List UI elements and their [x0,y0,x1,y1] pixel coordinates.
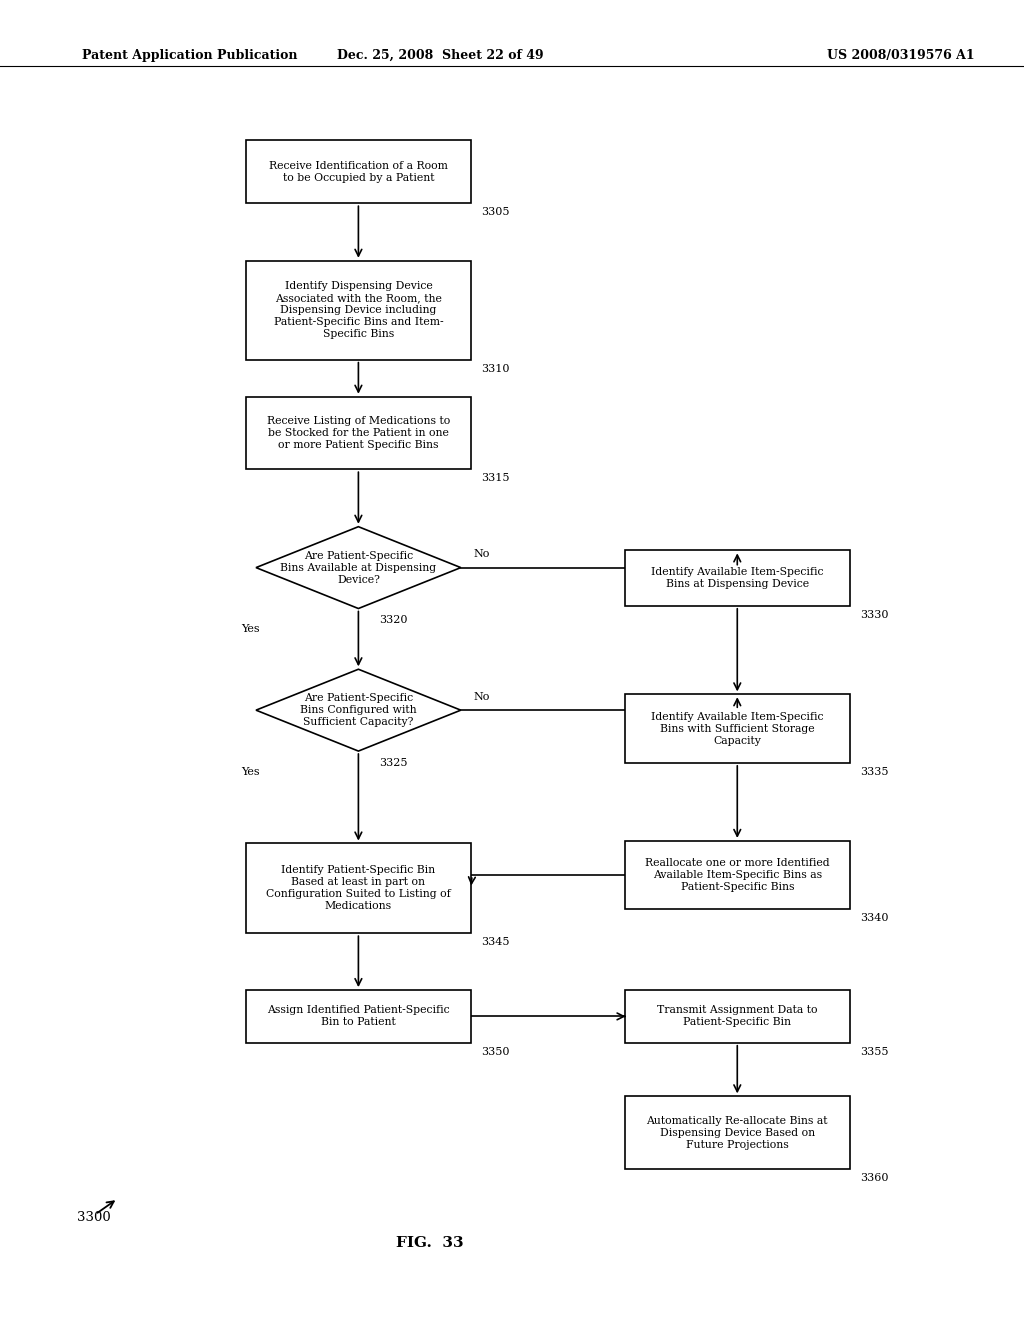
Text: 3335: 3335 [860,767,889,777]
Text: No: No [473,692,489,702]
Text: 3315: 3315 [481,473,510,483]
Text: 3350: 3350 [481,1047,510,1057]
Text: Identify Patient-Specific Bin
Based at least in part on
Configuration Suited to : Identify Patient-Specific Bin Based at l… [266,866,451,911]
Text: Are Patient-Specific
Bins Available at Dispensing
Device?: Are Patient-Specific Bins Available at D… [281,550,436,585]
Bar [246,990,471,1043]
Text: Identify Available Item-Specific
Bins at Dispensing Device: Identify Available Item-Specific Bins at… [651,568,823,589]
Text: Patent Application Publication: Patent Application Publication [82,49,297,62]
Text: Yes: Yes [242,767,260,777]
Text: Automatically Re-allocate Bins at
Dispensing Device Based on
Future Projections: Automatically Re-allocate Bins at Dispen… [646,1115,828,1150]
Text: Identify Dispensing Device
Associated with the Room, the
Dispensing Device inclu: Identify Dispensing Device Associated wi… [273,281,443,339]
Text: 3325: 3325 [379,758,408,768]
Bar [246,140,471,203]
Bar [625,694,850,763]
Text: 3310: 3310 [481,363,510,374]
Text: Yes: Yes [242,624,260,635]
Text: Dec. 25, 2008  Sheet 22 of 49: Dec. 25, 2008 Sheet 22 of 49 [337,49,544,62]
Text: US 2008/0319576 A1: US 2008/0319576 A1 [827,49,975,62]
Text: 3360: 3360 [860,1173,889,1183]
Text: Receive Listing of Medications to
be Stocked for the Patient in one
or more Pati: Receive Listing of Medications to be Sto… [267,416,450,450]
Bar [246,396,471,469]
Bar [625,550,850,606]
Text: 3320: 3320 [379,615,408,626]
Text: 3305: 3305 [481,207,510,218]
Bar [246,843,471,933]
Bar [625,841,850,909]
Text: FIG.  33: FIG. 33 [396,1237,464,1250]
Bar [625,1096,850,1170]
Text: Assign Identified Patient-Specific
Bin to Patient: Assign Identified Patient-Specific Bin t… [267,1006,450,1027]
Text: 3345: 3345 [481,937,510,948]
Text: 3300: 3300 [77,1210,111,1224]
Text: Are Patient-Specific
Bins Configured with
Sufficient Capacity?: Are Patient-Specific Bins Configured wit… [300,693,417,727]
Bar [625,990,850,1043]
Bar [246,261,471,359]
Text: Receive Identification of a Room
to be Occupied by a Patient: Receive Identification of a Room to be O… [269,161,447,182]
Text: Transmit Assignment Data to
Patient-Specific Bin: Transmit Assignment Data to Patient-Spec… [657,1006,817,1027]
Polygon shape [256,527,461,609]
Text: 3330: 3330 [860,610,889,620]
Text: Reallocate one or more Identified
Available Item-Specific Bins as
Patient-Specif: Reallocate one or more Identified Availa… [645,858,829,892]
Text: Identify Available Item-Specific
Bins with Sufficient Storage
Capacity: Identify Available Item-Specific Bins wi… [651,711,823,746]
Text: 3340: 3340 [860,913,889,924]
Text: 3355: 3355 [860,1047,889,1057]
Text: No: No [473,549,489,560]
Polygon shape [256,669,461,751]
